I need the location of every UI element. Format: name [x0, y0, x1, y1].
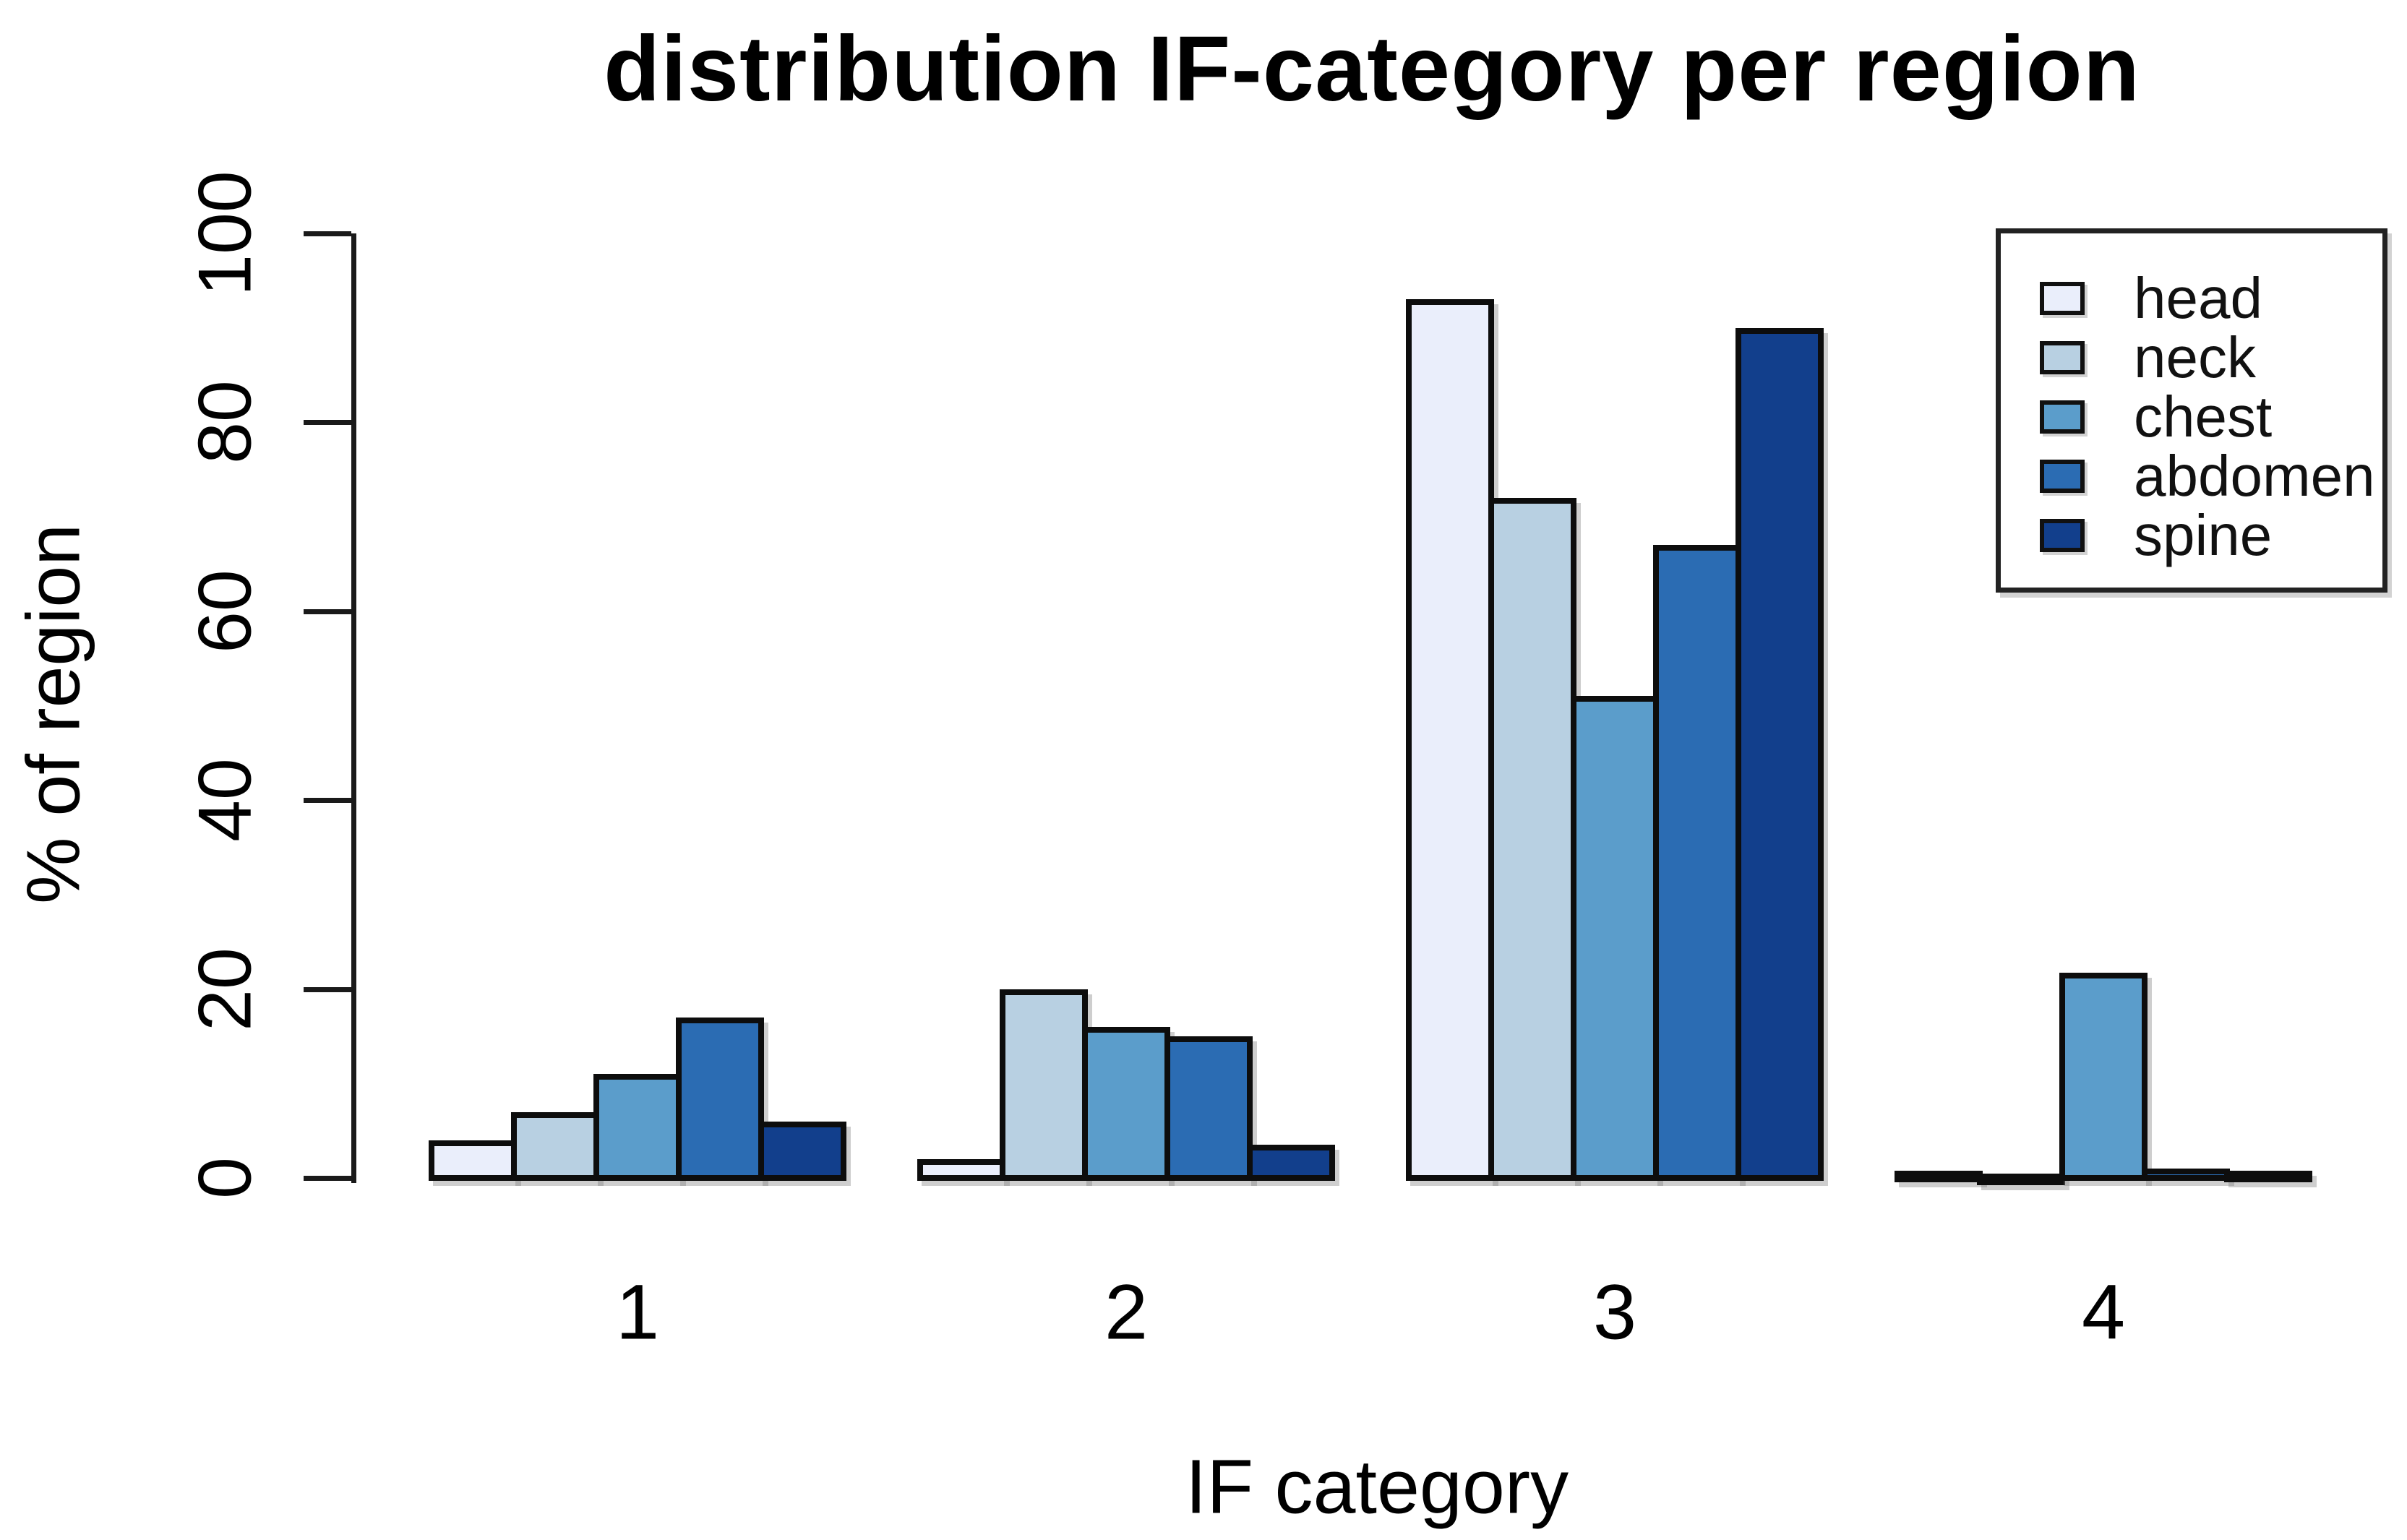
- legend-box: head neck chest abdomen spine: [1996, 228, 2387, 593]
- bar-abdomen-cat3: [1653, 545, 1741, 1181]
- y-tick-mark: [304, 231, 351, 236]
- y-tick-label: 0: [183, 1157, 267, 1199]
- legend-item-chest: chest: [2001, 384, 2382, 449]
- bar-head-cat1: [429, 1140, 517, 1181]
- x-tick-label: 2: [1104, 1268, 1149, 1356]
- bar-head-cat2: [917, 1159, 1005, 1181]
- legend-label-neck: neck: [2134, 325, 2256, 390]
- bar-head-cat3: [1406, 299, 1494, 1181]
- y-tick-mark: [304, 1176, 351, 1181]
- legend-item-spine: spine: [2001, 503, 2382, 567]
- bar-abdomen-cat2: [1164, 1036, 1253, 1181]
- bar-chest-cat4: [2059, 973, 2148, 1181]
- y-axis-label: % of region: [12, 523, 96, 905]
- y-tick-label: 100: [183, 171, 267, 296]
- legend-label-chest: chest: [2134, 384, 2273, 449]
- legend-swatch-spine: [2040, 519, 2085, 552]
- bar-spine-cat1: [758, 1122, 846, 1181]
- y-tick-mark: [304, 798, 351, 803]
- y-axis-line: [351, 233, 356, 1183]
- bar-head-cat4: [1895, 1171, 1983, 1182]
- bar-abdomen-cat4: [2142, 1169, 2230, 1181]
- bar-spine-cat3: [1735, 328, 1824, 1181]
- bar-chest-cat1: [593, 1074, 682, 1181]
- y-tick-mark: [304, 609, 351, 614]
- x-tick-label: 4: [2081, 1268, 2126, 1356]
- bar-neck-cat3: [1488, 498, 1576, 1181]
- x-axis-label: IF category: [1185, 1444, 1569, 1530]
- legend-swatch-neck: [2040, 341, 2085, 374]
- legend-label-spine: spine: [2134, 503, 2273, 567]
- legend-swatch-chest: [2040, 400, 2085, 434]
- bar-neck-cat2: [1000, 989, 1088, 1181]
- bar-chest-cat3: [1571, 696, 1659, 1181]
- legend-item-head: head: [2001, 266, 2382, 330]
- bar-neck-cat1: [511, 1112, 599, 1181]
- y-tick-label: 80: [183, 380, 267, 464]
- chart-title: distribution IF-category per region: [604, 17, 2140, 121]
- x-tick-label: 1: [615, 1268, 660, 1356]
- bar-chest-cat2: [1082, 1027, 1170, 1181]
- legend-item-neck: neck: [2001, 325, 2382, 390]
- y-tick-label: 40: [183, 758, 267, 842]
- y-tick-label: 20: [183, 947, 267, 1031]
- bar-spine-cat2: [1247, 1145, 1335, 1181]
- legend-label-head: head: [2134, 266, 2262, 330]
- y-tick-label: 60: [183, 569, 267, 653]
- legend-item-abdomen: abdomen: [2001, 444, 2382, 508]
- bar-neck-cat4: [1977, 1174, 2065, 1185]
- x-tick-label: 3: [1592, 1268, 1637, 1356]
- bar-spine-cat4: [2224, 1171, 2312, 1182]
- y-tick-mark: [304, 420, 351, 425]
- legend-swatch-head: [2040, 282, 2085, 315]
- bar-abdomen-cat1: [676, 1018, 764, 1181]
- legend-label-abdomen: abdomen: [2134, 444, 2375, 508]
- legend-swatch-abdomen: [2040, 460, 2085, 493]
- y-tick-mark: [304, 987, 351, 992]
